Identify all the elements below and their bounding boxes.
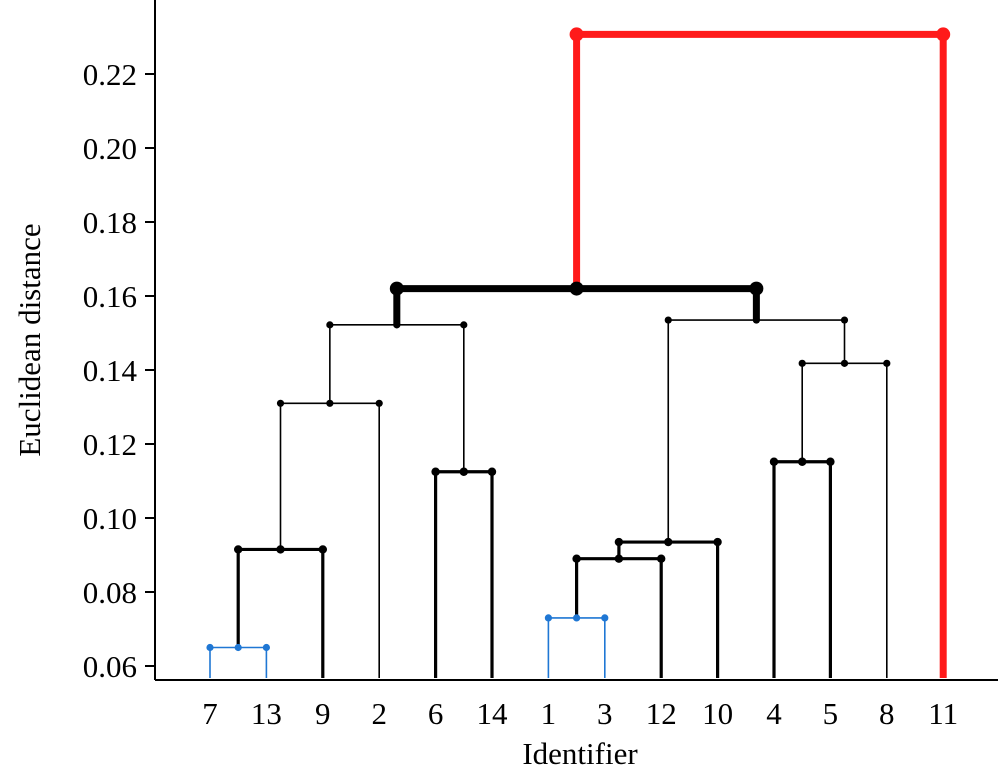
leaf-label-7: 7 (202, 696, 218, 731)
leaf-label-14: 14 (477, 696, 509, 731)
node-dot-B-right (601, 614, 609, 622)
node-dot-D-centre (276, 545, 285, 554)
node-dot-A-left (206, 643, 214, 652)
y-tick-label: 0.16 (83, 279, 137, 314)
link-I (801, 362, 888, 678)
leaf-label-1: 1 (541, 696, 557, 731)
leaf-label-11: 11 (928, 696, 958, 731)
node-dot-H-left (276, 399, 285, 407)
node-dot-M-right (936, 27, 951, 42)
node-dot-C-left (572, 554, 581, 563)
node-dot-D-left (234, 545, 243, 554)
leaf-label-2: 2 (371, 696, 387, 731)
node-dot-F-right (487, 467, 497, 476)
node-dot-J-left (326, 321, 334, 329)
node-dot-J-right (460, 321, 468, 329)
leaf-label-13: 13 (251, 696, 282, 731)
axes: 0.06 0.08 0.10 0.12 0.14 0.16 0.18 0.20 0.22 (83, 0, 998, 684)
node-dot-I-left (798, 359, 806, 367)
leaf-labels: 7 13 9 2 6 14 1 3 12 10 4 5 8 11 (202, 696, 958, 731)
node-dot-E-right (713, 537, 722, 547)
node-dot-L-centre (569, 281, 584, 296)
y-axis-title: Euclidean distance (12, 223, 47, 456)
node-dot-K-left (664, 316, 672, 324)
y-tick-label: 0.08 (83, 575, 137, 610)
link-G (772, 460, 832, 678)
leaf-label-3: 3 (597, 696, 613, 731)
link-J (329, 324, 465, 472)
link-D (236, 547, 325, 678)
node-dot-F-centre (459, 467, 468, 476)
node-dot-C-centre (614, 554, 624, 563)
y-tick-label: 0.20 (83, 131, 137, 166)
y-tick-label: 0.22 (83, 57, 137, 92)
node-dot-I-centre (840, 359, 849, 367)
link-K (667, 319, 846, 543)
leaf-label-4: 4 (766, 696, 782, 731)
y-tick-label: 0.10 (83, 501, 137, 536)
node-dot-F-left (431, 467, 440, 476)
leaf-label-12: 12 (646, 696, 677, 731)
leaf-label-6: 6 (428, 696, 444, 731)
node-dot-A-right (262, 643, 270, 652)
node-dot-E-centre (664, 537, 673, 547)
x-axis-title: Identifier (522, 736, 638, 771)
node-dot-H-centre (326, 399, 334, 407)
leaf-label-9: 9 (315, 696, 331, 731)
node-dot-D-right (318, 545, 327, 554)
node-dot-C-right (657, 554, 666, 563)
node-dot-G-centre (798, 457, 807, 466)
node-dot-E-left (614, 537, 624, 547)
link-B (547, 617, 606, 678)
link-H (279, 402, 380, 678)
leaf-label-8: 8 (879, 696, 895, 731)
leaf-label-10: 10 (702, 696, 733, 731)
node-dot-J-centre (393, 321, 401, 329)
y-tick-label: 0.18 (83, 205, 137, 240)
leaf-label-5: 5 (823, 696, 839, 731)
link-E (617, 540, 720, 678)
node-dot-G-left (769, 457, 779, 466)
y-tick-label: 0.14 (83, 353, 138, 388)
link-M (573, 30, 947, 678)
node-dot-K-centre (752, 316, 760, 324)
link-F (434, 470, 494, 678)
node-dot-H-right (375, 399, 383, 407)
node-dot-L-left (389, 281, 404, 296)
link-A (209, 646, 268, 678)
y-tick-label: 0.12 (83, 427, 137, 462)
node-dot-K-right (840, 316, 849, 324)
node-dot-G-right (826, 457, 835, 466)
node-dot-B-left (544, 614, 553, 622)
node-dot-L-right (749, 281, 764, 296)
node-markers (206, 27, 951, 652)
y-tick-label: 0.06 (83, 649, 137, 684)
node-dot-I-right (883, 359, 891, 367)
node-dot-M-left (569, 27, 584, 42)
tree-links (209, 30, 947, 678)
node-dot-A-centre (234, 643, 242, 652)
node-dot-B-centre (573, 614, 581, 622)
